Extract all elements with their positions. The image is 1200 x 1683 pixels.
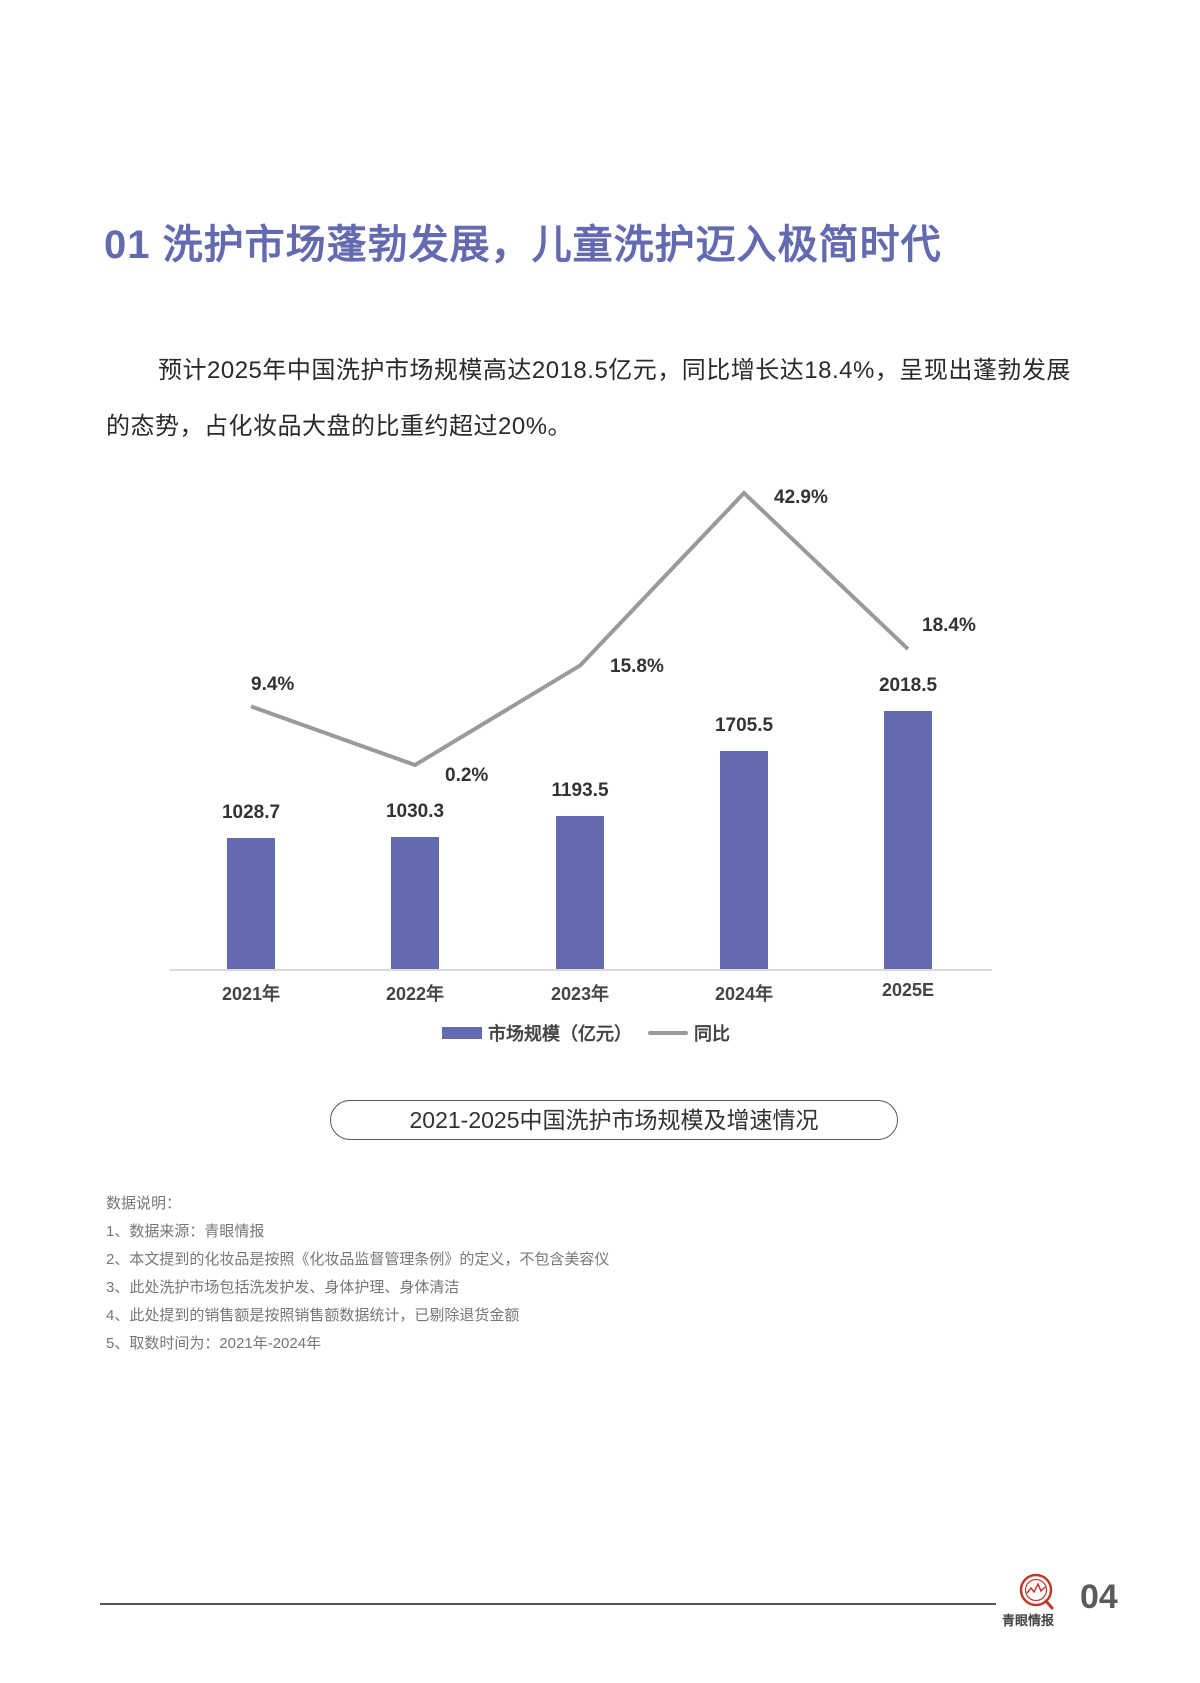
section-title: 01 洗护市场蓬勃发展，儿童洗护迈入极简时代 [104,223,942,267]
chart-legend: 市场规模（亿元） 同比 [442,1020,730,1046]
qingyan-logo-icon [1019,1573,1054,1610]
legend-bar-swatch [442,1027,482,1039]
note-item: 1、数据来源：青眼情报 [106,1223,265,1240]
bar-value-label: 1028.7 [221,801,281,823]
growth-line [250,490,910,768]
market-size-chart: 1028.7 2021年 1030.3 2022年 1193.5 2023年 1705.5 2… [170,487,992,1004]
bar-value-label: 1705.5 [714,715,774,736]
bar-2021年 [227,837,275,969]
note-item: 4、此处提到的销售额是按照销售额数据统计，已剔除退货金额 [106,1307,520,1324]
growth-value-label: 0.2% [445,765,489,786]
legend-bar-label: 市场规模（亿元） [488,1024,632,1044]
bar-2025E [884,711,932,969]
data-notes: 数据说明： 1、数据来源：青眼情报 2、本文提到的化妆品是按照《化妆品监督管理条… [106,1190,609,1358]
intro-paragraph-line-1: 预计2025年中国洗护市场规模高达2018.5亿元，同比增长达18.4%，呈现出… [158,357,1071,384]
x-axis-line [170,969,992,971]
note-item: 2、本文提到的化妆品是按照《化妆品监督管理条例》的定义，不包含美容仪 [106,1251,610,1268]
x-axis-tick-label: 2024年 [714,984,774,1004]
note-item: 3、此处洗护市场包括洗发护发、身体护理、身体清洁 [106,1279,460,1296]
bar-2022年 [391,837,439,969]
logo-text: 青眼情报 [1002,1613,1055,1628]
x-axis-tick-label: 2021年 [221,984,281,1004]
bar-2024年 [720,751,768,969]
x-axis-tick-label: 2022年 [385,984,445,1004]
legend-line-swatch [648,1031,688,1035]
bar-value-label: 2018.5 [878,675,938,696]
footer-divider [100,1603,996,1605]
chart-caption: 2021-2025中国洗护市场规模及增速情况 [330,1100,898,1140]
intro-paragraph-line-2: 的态势，占化妆品大盘的比重约超过20%。 [106,413,573,440]
notes-heading: 数据说明： [106,1195,182,1212]
growth-value-label: 15.8% [610,655,664,677]
x-axis-tick-label: 2023年 [550,984,610,1004]
growth-value-label: 42.9% [774,487,828,508]
growth-value-label: 18.4% [922,615,976,637]
bar-value-label: 1193.5 [551,780,609,802]
note-item: 5、取数时间为：2021年-2024年 [106,1335,322,1352]
growth-value-label: 9.4% [251,674,295,696]
bar-2023年 [556,816,604,969]
x-axis-tick-label: 2025E [881,980,935,1000]
page-number: 04 [1080,1578,1118,1616]
bar-value-label: 1030.3 [385,801,445,823]
legend-line-label: 同比 [694,1024,730,1044]
